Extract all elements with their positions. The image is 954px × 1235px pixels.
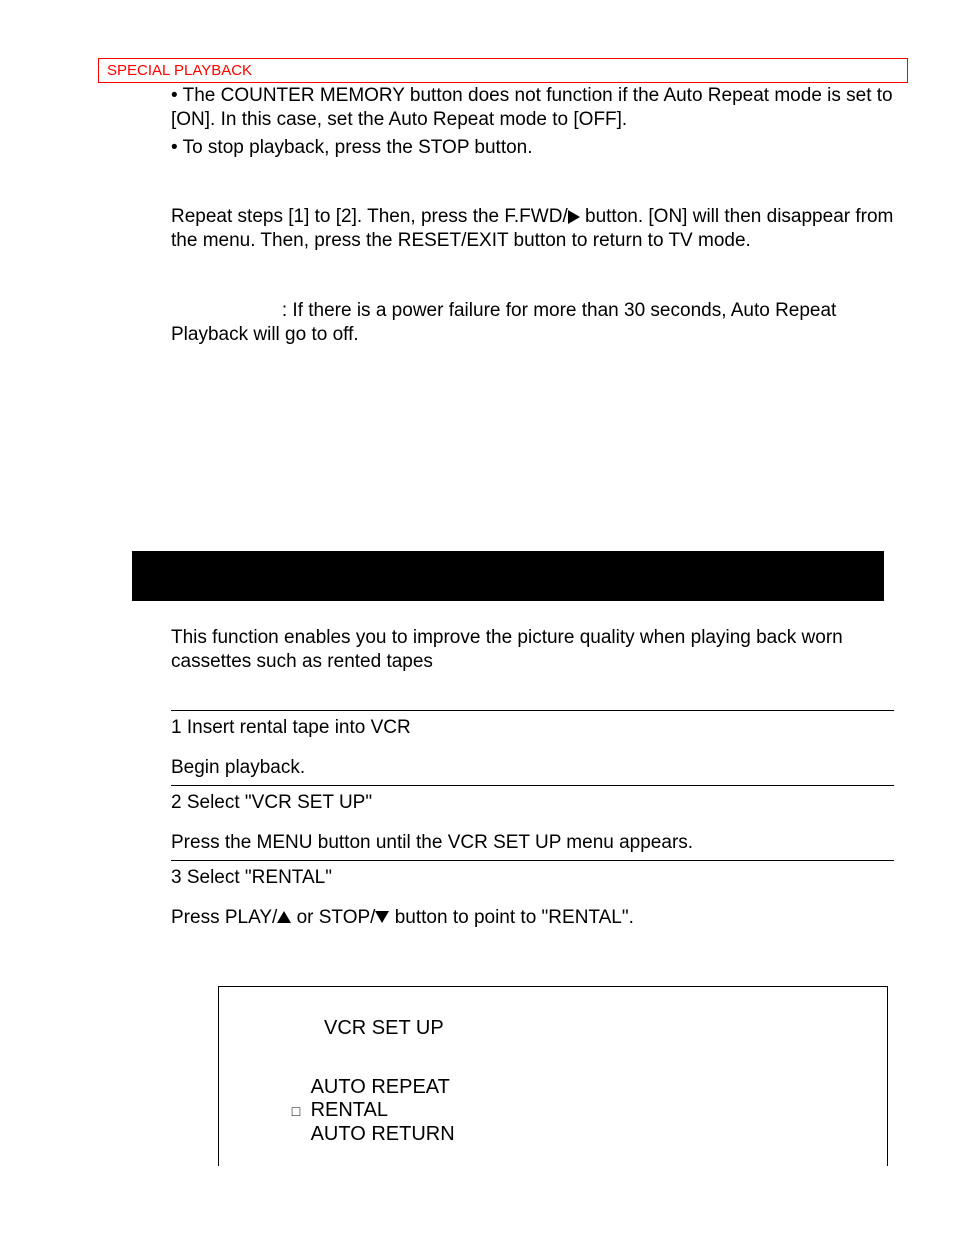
vcr-setup-menu: VCR SET UP AUTO REPEAT □ RENTAL AUTO RET… xyxy=(218,986,888,1166)
power-fail-note: : If there is a power failure for more t… xyxy=(171,299,894,347)
triangle-up-icon xyxy=(277,911,291,923)
menu-item-auto-repeat: AUTO REPEAT xyxy=(287,1076,887,1099)
step-1-head: 1 Insert rental tape into VCR xyxy=(171,717,894,739)
menu-item-rental: □ RENTAL xyxy=(287,1099,887,1122)
section-divider-band xyxy=(132,551,884,601)
menu-title: VCR SET UP xyxy=(324,1017,887,1040)
step-3-suffix: button to point to "RENTAL". xyxy=(389,907,633,928)
page-header: SPECIAL PLAYBACK xyxy=(98,58,908,83)
lower-content: This function enables you to improve the… xyxy=(171,626,894,929)
menu-item-label: AUTO RETURN xyxy=(311,1123,455,1146)
step-3-body: Press PLAY/ or STOP/ button to point to … xyxy=(171,907,894,929)
menu-marker-selected-icon: □ xyxy=(287,1103,305,1119)
menu-item-label: RENTAL xyxy=(311,1099,388,1122)
step-2-body: Press the MENU button until the VCR SET … xyxy=(171,832,894,854)
power-fail-text: : If there is a power failure for more t… xyxy=(171,300,836,345)
menu-item-auto-return: AUTO RETURN xyxy=(287,1122,887,1145)
step-3-mid: or STOP/ xyxy=(291,907,375,928)
step-3-head: 3 Select "RENTAL" xyxy=(171,867,894,889)
menu-item-label: AUTO REPEAT xyxy=(311,1076,450,1099)
step-1-body: Begin playback. xyxy=(171,757,894,779)
play-right-icon xyxy=(568,210,580,224)
step-3-prefix: Press PLAY/ xyxy=(171,907,277,928)
divider xyxy=(171,785,894,786)
repeat-prefix: Repeat steps [1] to [2]. Then, press the… xyxy=(171,206,568,227)
divider xyxy=(171,710,894,711)
page-header-title: SPECIAL PLAYBACK xyxy=(107,62,252,79)
step-2-head: 2 Select "VCR SET UP" xyxy=(171,792,894,814)
repeat-paragraph: Repeat steps [1] to [2]. Then, press the… xyxy=(171,205,894,253)
menu-marker-empty xyxy=(287,1080,305,1096)
divider xyxy=(171,860,894,861)
menu-marker-empty xyxy=(287,1126,305,1142)
note-line-1: • The COUNTER MEMORY button does not fun… xyxy=(171,84,894,132)
triangle-down-icon xyxy=(375,911,389,923)
rental-intro: This function enables you to improve the… xyxy=(171,626,894,674)
note-line-2: • To stop playback, press the STOP butto… xyxy=(171,136,894,160)
upper-content: • The COUNTER MEMORY button does not fun… xyxy=(171,84,894,350)
